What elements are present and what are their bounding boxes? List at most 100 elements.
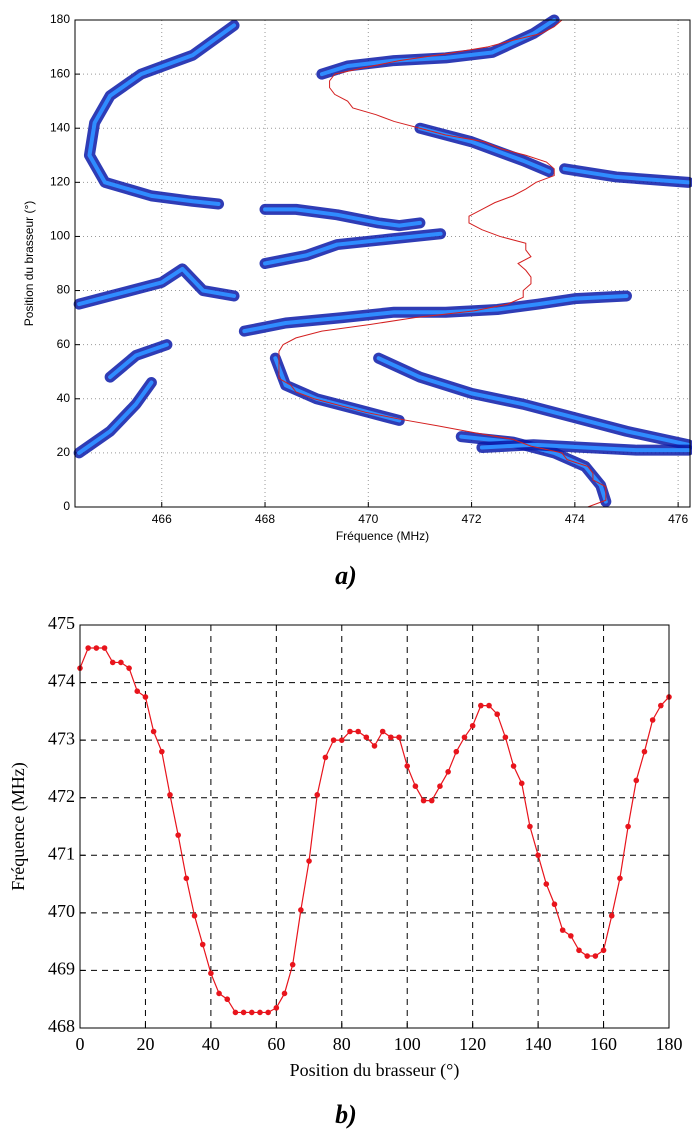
x-tick-label: 466 [152, 512, 172, 526]
point [159, 748, 165, 755]
point [518, 780, 525, 787]
point [592, 953, 599, 959]
y-tick-label: 0 [63, 499, 70, 513]
y-tick-label: 475 [48, 613, 75, 633]
x-tick-label: 80 [333, 1034, 351, 1054]
point [338, 737, 345, 743]
point [273, 1005, 280, 1011]
chart: 0 20 40 60 80 100 120 140 160 180 468 469 470 471 472 4… [8, 613, 682, 1129]
plot-area [80, 625, 669, 1028]
point [453, 748, 460, 755]
contour-core [77, 380, 154, 455]
caption: a) [335, 561, 357, 590]
contour-core [263, 207, 422, 228]
x-tick-label: 470 [358, 512, 378, 526]
point [420, 797, 427, 804]
chart: 466 468 470 472 474 476 0 20 40 60 80 100 120 140 160 1… [22, 12, 692, 590]
x-tick-label: 468 [255, 512, 275, 526]
tracked-resonance [278, 19, 607, 508]
point [527, 823, 533, 830]
x-tick-label: 180 [656, 1034, 683, 1054]
y-axis-label: Fréquence (MHz) [8, 762, 29, 890]
point [248, 1009, 255, 1016]
plot-area [75, 20, 690, 507]
point [134, 688, 141, 695]
contour-core [479, 442, 691, 453]
y-tick-label: 20 [57, 445, 71, 459]
point [608, 912, 615, 919]
point [658, 702, 664, 709]
point [355, 728, 361, 735]
y-tick-label: 468 [48, 1016, 75, 1036]
point [633, 777, 640, 784]
point [437, 783, 443, 789]
point [584, 953, 590, 959]
point [322, 754, 329, 761]
point [314, 792, 321, 798]
point [510, 763, 517, 769]
point [257, 1009, 263, 1016]
point [306, 858, 312, 864]
plot-frame [79, 624, 670, 1029]
x-tick-label: 120 [459, 1034, 486, 1054]
x-tick-label: 474 [565, 512, 585, 526]
point [428, 797, 435, 804]
point [85, 645, 91, 651]
x-tick-label: 100 [394, 1034, 421, 1054]
y-tick-label: 60 [57, 337, 71, 351]
point [183, 875, 190, 882]
point [224, 996, 231, 1003]
x-axis-label: Fréquence (MHz) [336, 529, 429, 543]
point [478, 702, 484, 709]
x-tick-label: 20 [136, 1034, 154, 1054]
point [150, 728, 157, 735]
point [543, 881, 550, 887]
point [494, 711, 501, 718]
point [641, 748, 648, 755]
point [347, 728, 353, 735]
x-tick-label: 160 [590, 1034, 617, 1054]
contour-core [562, 166, 691, 185]
point [371, 743, 378, 749]
point [118, 659, 124, 666]
point [445, 769, 451, 775]
x-tick-label: 0 [76, 1034, 85, 1054]
y-tick-label: 120 [50, 175, 70, 189]
x-tick-label: 140 [525, 1034, 552, 1054]
point [126, 665, 132, 671]
point [486, 702, 492, 709]
point [109, 659, 116, 666]
y-tick-label: 474 [48, 671, 75, 691]
x-tick-label: 472 [462, 512, 482, 526]
contour-core [108, 342, 169, 380]
point [535, 852, 541, 859]
x-tick-label: 40 [202, 1034, 220, 1054]
y-tick-label: 469 [48, 959, 75, 979]
point [208, 970, 214, 977]
y-tick-label: 472 [48, 786, 75, 806]
point [101, 645, 108, 651]
point [330, 737, 337, 743]
point [502, 734, 509, 741]
contour-core [319, 18, 557, 77]
plot-frame [74, 19, 691, 508]
point [551, 901, 558, 908]
point [649, 717, 656, 723]
point [559, 927, 566, 933]
y-tick-label: 80 [57, 283, 71, 297]
point [363, 734, 370, 741]
point [568, 933, 574, 939]
point [191, 912, 198, 919]
x-tick-label: 60 [267, 1034, 285, 1054]
point [625, 823, 631, 830]
point [412, 783, 419, 789]
y-tick-label: 470 [48, 901, 75, 921]
y-tick-label: 473 [48, 728, 75, 748]
caption: b) [335, 1100, 357, 1129]
point [289, 961, 296, 968]
y-tick-label: 40 [57, 391, 71, 405]
x-axis-label: Position du brasseur (°) [290, 1060, 460, 1081]
point [265, 1009, 271, 1016]
